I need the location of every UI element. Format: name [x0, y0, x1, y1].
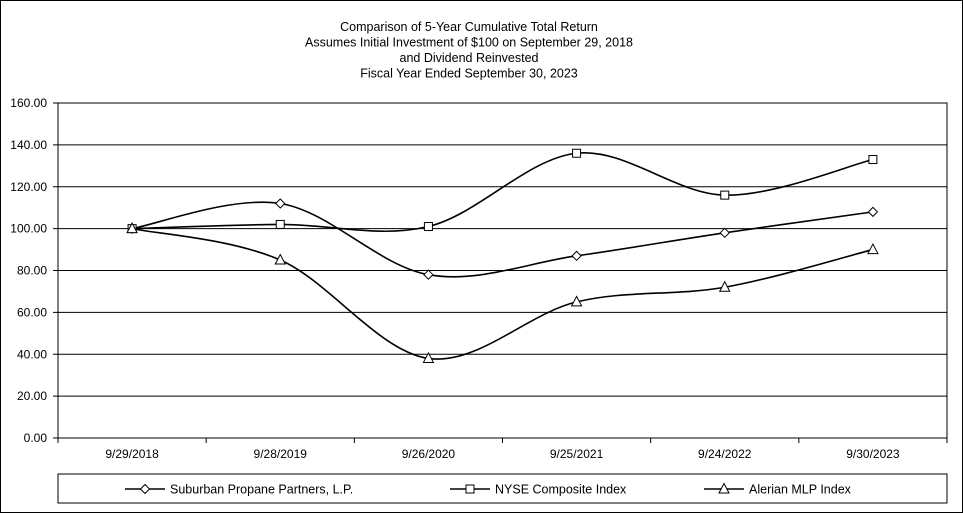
data-point-diamond — [719, 227, 730, 239]
x-tick-label: 9/25/2021 — [550, 447, 604, 461]
y-tick-label: 160.00 — [10, 96, 47, 110]
legend-marker-diamond — [139, 483, 151, 495]
series-triangle — [126, 222, 879, 363]
data-point-triangle — [570, 295, 583, 307]
plot-area: 0.00 20.00 40.00 60.00 80.00 100.00 120.00 140.… — [10, 96, 948, 461]
y-tick-label: 40.00 — [17, 347, 47, 361]
y-tick-label: 20.00 — [17, 389, 47, 403]
legend-marker-triangle — [718, 482, 730, 494]
legend: Suburban Propane Partners, L.P. NYSE Comp… — [57, 473, 948, 504]
chart-title: Comparison of 5-Year Cumulative Total Re… — [305, 20, 633, 81]
legend-marker-square — [465, 484, 475, 494]
data-point-square — [720, 190, 730, 200]
data-point-square — [275, 219, 285, 229]
x-tick-label: 9/30/2023 — [846, 447, 900, 461]
legend-label: Alerian MLP Index — [749, 483, 852, 497]
data-point-diamond — [275, 198, 286, 209]
x-tick-label: 9/28/2019 — [254, 447, 308, 461]
y-tick-label: 140.00 — [10, 138, 47, 152]
title-line-2: Assumes Initial Investment of $100 on Se… — [305, 36, 633, 50]
series-diamond — [126, 198, 879, 280]
series-line — [132, 152, 874, 233]
legend-item: NYSE Composite Index — [450, 483, 627, 497]
data-point-triangle — [126, 222, 138, 234]
x-tick-label: 9/24/2022 — [698, 447, 752, 461]
legend-box — [57, 473, 948, 504]
data-point-diamond — [571, 250, 582, 262]
legend-label: NYSE Composite Index — [495, 483, 627, 497]
data-point-diamond — [423, 269, 434, 280]
x-tick-label: 9/29/2018 — [105, 447, 159, 461]
data-point-square — [868, 155, 878, 165]
data-point-triangle — [422, 351, 435, 363]
y-tick-label: 60.00 — [17, 305, 47, 319]
legend-item: Alerian MLP Index — [704, 482, 852, 497]
data-point-square — [423, 222, 433, 232]
data-point-triangle — [274, 253, 287, 265]
title-line-4: Fiscal Year Ended September 30, 2023 — [360, 67, 578, 81]
title-line-1: Comparison of 5-Year Cumulative Total Re… — [340, 20, 598, 34]
y-tick-label: 120.00 — [10, 180, 47, 194]
series-square — [127, 148, 878, 234]
legend-item: Suburban Propane Partners, L.P. — [125, 483, 353, 497]
data-point-square — [572, 148, 582, 158]
data-point-triangle — [718, 280, 731, 292]
data-point-diamond — [867, 206, 879, 218]
y-tick-label: 100.00 — [10, 222, 47, 236]
y-tick-label: 0.00 — [24, 431, 48, 445]
series-line — [131, 227, 874, 360]
y-tick-label: 80.00 — [17, 264, 47, 278]
x-tick-label: 9/26/2020 — [402, 447, 456, 461]
series-line — [131, 201, 874, 278]
title-line-3: and Dividend Reinvested — [400, 51, 539, 65]
legend-label: Suburban Propane Partners, L.P. — [170, 483, 353, 497]
data-point-triangle — [867, 242, 879, 255]
